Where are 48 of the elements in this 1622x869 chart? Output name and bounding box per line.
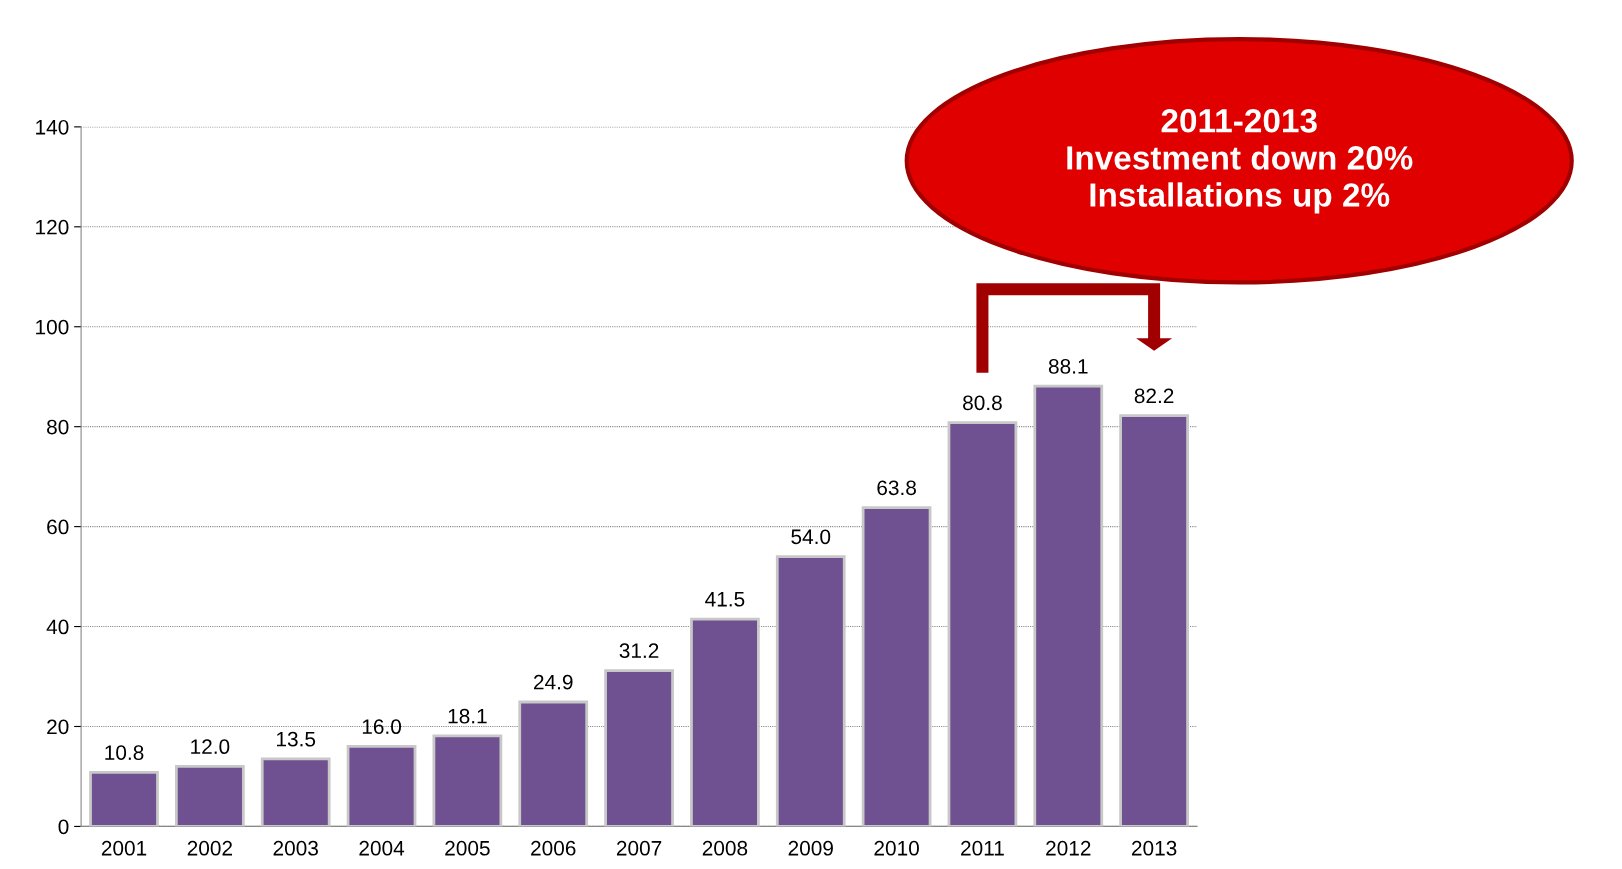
x-tick-label: 2002: [187, 840, 232, 856]
bar: [518, 700, 589, 827]
y-tick-label: 80: [47, 419, 69, 435]
y-tick-label: 60: [47, 519, 69, 535]
x-tick-label: 2005: [445, 840, 490, 856]
data-label: 31.2: [619, 643, 659, 659]
x-tick-label: 2012: [1046, 840, 1091, 856]
x-tick-label: 2009: [788, 840, 833, 856]
y-tick-label: 0: [58, 819, 69, 835]
bar: [775, 555, 846, 827]
bar: [604, 669, 674, 827]
data-label: 13.5: [277, 731, 316, 747]
bar: [1119, 414, 1189, 827]
data-label: 16.0: [362, 719, 402, 735]
data-label: 54.0: [791, 529, 831, 545]
data-label: 24.9: [534, 674, 573, 690]
annotation: 2011-2013 Investment down 20% Installations up 2%: [1067, 109, 1413, 214]
data-label: 41.5: [705, 592, 745, 607]
data-label: 88.1: [1048, 359, 1088, 374]
x-tick-label: 2008: [702, 840, 748, 856]
y-tick-label: 140: [36, 119, 69, 135]
data-label: 10.8: [105, 745, 144, 760]
y-tick-label: 20: [47, 719, 69, 735]
x-tick-label: 2003: [273, 840, 318, 856]
x-tick-label: 2013: [1131, 840, 1177, 856]
x-tick-label: 2006: [531, 840, 576, 856]
x-tick-label: 2010: [874, 840, 919, 856]
bar: [346, 745, 417, 827]
bar: [432, 734, 503, 827]
bar: [174, 765, 245, 827]
x-tick-label: 2011: [961, 840, 1004, 856]
x-tick-label: 2001: [101, 840, 147, 856]
x-tick-label: 2004: [359, 840, 405, 856]
y-tick-label: 40: [46, 619, 69, 635]
bar: [690, 617, 760, 827]
data-label: 63.8: [877, 480, 916, 496]
y-tick-label: 100: [36, 319, 69, 335]
data-label: 80.8: [963, 395, 1002, 411]
bar: [1033, 384, 1104, 827]
data-label: 18.1: [448, 708, 487, 724]
y-tick-label: 120: [36, 219, 69, 235]
bar: [260, 757, 331, 827]
bar: [947, 421, 1018, 827]
bar: [89, 771, 159, 827]
data-label: 82.2: [1134, 388, 1174, 404]
data-label: 12.0: [191, 739, 230, 755]
x-tick-label: 2007: [616, 840, 662, 856]
bar: [861, 506, 932, 827]
